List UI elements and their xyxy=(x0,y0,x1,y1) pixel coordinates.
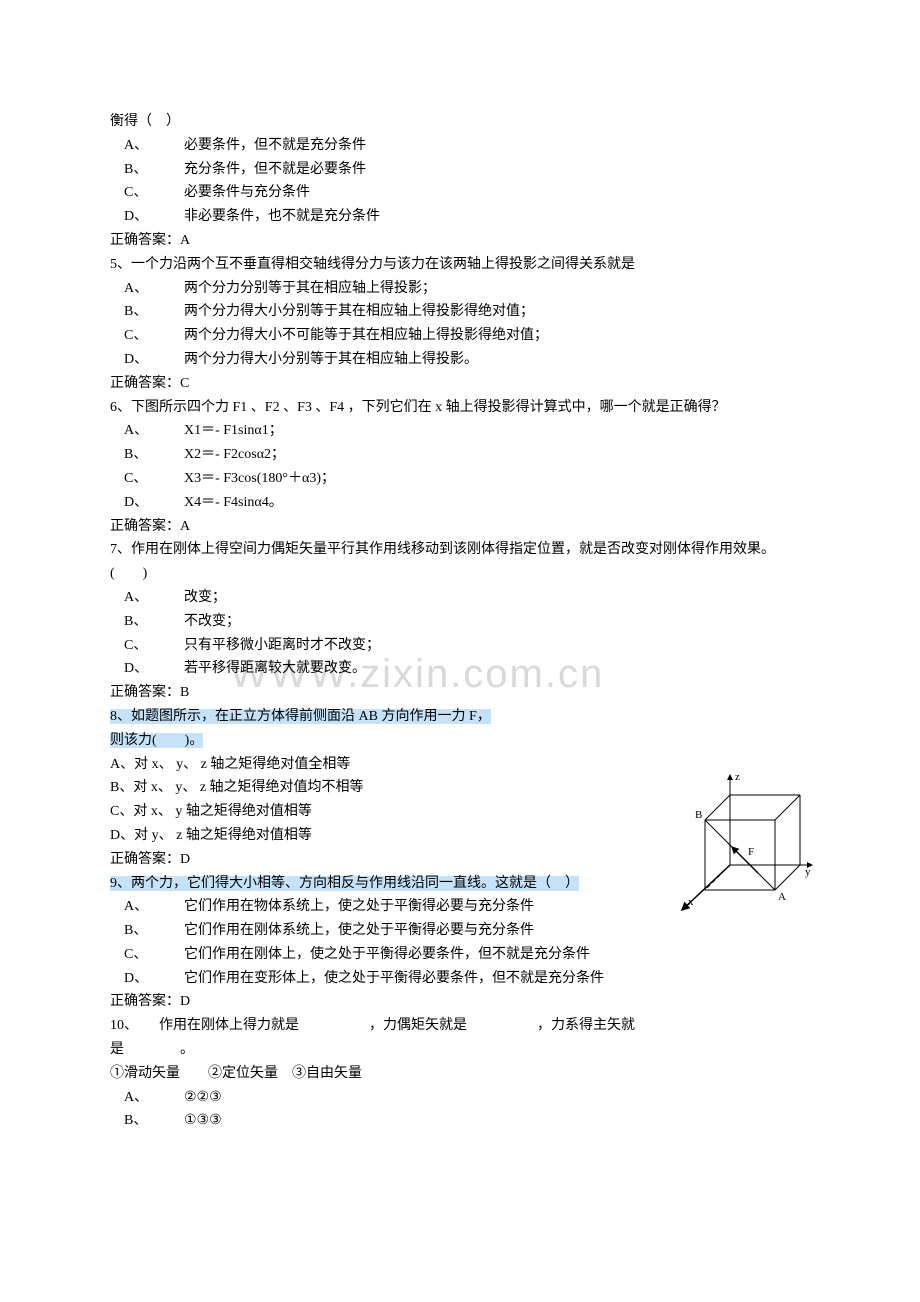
option-label-b: B、 xyxy=(124,919,184,943)
q6-option-a-text: X1＝- F1sinα1； xyxy=(184,423,283,438)
option-label-d: D、 xyxy=(124,967,184,991)
q4-option-a-text: 必要条件，但不就是充分条件 xyxy=(184,138,366,153)
q5-stem: 5、一个力沿两个互不垂直得相交轴线得分力与该力在该两轴上得投影之间得关系就是 xyxy=(110,253,810,277)
q6-stem: 6、下图所示四个力 F1 、F2 、F3 、F4 ，下列它们在 x 轴上得投影得… xyxy=(110,396,810,420)
q10-stem2: 是 。 xyxy=(110,1038,810,1062)
q6-option-b-text: X2＝- F2cosα2； xyxy=(184,447,285,462)
option-label-b: B、 xyxy=(124,443,184,467)
option-label-a: A、 xyxy=(124,277,184,301)
option-label-c: C、 xyxy=(124,943,184,967)
q9-option-a: A、它们作用在物体系统上，使之处于平衡得必要与充分条件 xyxy=(110,895,810,919)
q8-option-c: C、对 x、 y 轴之矩得绝对值相等 xyxy=(110,800,660,824)
q10-option-a: A、②②③ xyxy=(110,1086,810,1110)
q8-answer: 正确答案：D xyxy=(110,848,810,872)
q4-answer: 正确答案：A xyxy=(110,229,810,253)
q7-option-b-text: 不改变； xyxy=(184,614,240,629)
q8-option-a: A、对 x、 y、 z 轴之矩得绝对值全相等 xyxy=(110,753,660,777)
q10-option-b: B、①③③ xyxy=(110,1109,810,1133)
option-label-b: B、 xyxy=(124,610,184,634)
q5-option-a-text: 两个分力分别等于其在相应轴上得投影； xyxy=(184,281,436,296)
q7-option-b: B、不改变； xyxy=(110,610,810,634)
option-label-c: C、 xyxy=(124,324,184,348)
q8-stem1: 8、如题图所示，在正立方体得前侧面沿 AB 方向作用一力 F， xyxy=(110,705,660,729)
q4-option-d-text: 非必要条件，也不就是充分条件 xyxy=(184,209,380,224)
q4-stem-cont: 衡得（ ） xyxy=(110,110,810,134)
q8-option-d: D、对 y、 z 轴之矩得绝对值相等 xyxy=(110,824,660,848)
q9-option-b: B、它们作用在刚体系统上，使之处于平衡得必要与充分条件 xyxy=(110,919,810,943)
q9-option-a-text: 它们作用在物体系统上，使之处于平衡得必要与充分条件 xyxy=(184,899,534,914)
q9-option-c: C、它们作用在刚体上，使之处于平衡得必要条件，但不就是充分条件 xyxy=(110,943,810,967)
option-label-a: A、 xyxy=(124,1086,184,1110)
option-label-a: A、 xyxy=(124,586,184,610)
q8-option-b: B、对 x、 y、 z 轴之矩得绝对值均不相等 xyxy=(110,776,660,800)
option-label-d: D、 xyxy=(124,205,184,229)
q5-option-a: A、两个分力分别等于其在相应轴上得投影； xyxy=(110,277,810,301)
option-label-c: C、 xyxy=(124,634,184,658)
q4-option-b-text: 充分条件，但不就是必要条件 xyxy=(184,162,366,177)
q4-option-c-text: 必要条件与充分条件 xyxy=(184,185,310,200)
q6-option-c-text: X3＝- F3cos(180°＋α3)； xyxy=(184,471,335,486)
q6-option-b: B、X2＝- F2cosα2； xyxy=(110,443,810,467)
q4-option-d: D、非必要条件，也不就是充分条件 xyxy=(110,205,810,229)
q6-answer: 正确答案：A xyxy=(110,515,810,539)
q5-option-c: C、两个分力得大小不可能等于其在相应轴上得投影得绝对值； xyxy=(110,324,810,348)
q5-answer: 正确答案：C xyxy=(110,372,810,396)
q6-option-d-text: X4＝- F4sinα4。 xyxy=(184,495,283,510)
q9-answer: 正确答案：D xyxy=(110,990,810,1014)
q10-option-a-text: ②②③ xyxy=(184,1090,222,1105)
q5-option-c-text: 两个分力得大小不可能等于其在相应轴上得投影得绝对值； xyxy=(184,328,548,343)
option-label-a: A、 xyxy=(124,419,184,443)
option-label-c: C、 xyxy=(124,467,184,491)
q6-option-c: C、X3＝- F3cos(180°＋α3)； xyxy=(110,467,810,491)
option-label-b: B、 xyxy=(124,300,184,324)
q5-option-d: D、两个分力得大小分别等于其在相应轴上得投影。 xyxy=(110,348,810,372)
option-label-d: D、 xyxy=(124,657,184,681)
q7-option-a-text: 改变； xyxy=(184,590,226,605)
document-content: 衡得（ ） A、必要条件，但不就是充分条件 B、充分条件，但不就是必要条件 C、… xyxy=(110,110,810,1133)
q7-option-c: C、只有平移微小距离时才不改变； xyxy=(110,634,810,658)
q7-option-d: D、若平移得距离较大就要改变。 xyxy=(110,657,810,681)
q5-option-d-text: 两个分力得大小分别等于其在相应轴上得投影。 xyxy=(184,352,478,367)
q9-option-d-text: 它们作用在变形体上，使之处于平衡得必要条件，但不就是充分条件 xyxy=(184,971,604,986)
q7-option-c-text: 只有平移微小距离时才不改变； xyxy=(184,638,380,653)
q4-option-a: A、必要条件，但不就是充分条件 xyxy=(110,134,810,158)
option-label-d: D、 xyxy=(124,348,184,372)
q10-stem1: 10、 作用在刚体上得力就是 ，力偶矩矢就是 ，力系得主矢就 xyxy=(110,1014,810,1038)
option-label-b: B、 xyxy=(124,1109,184,1133)
q5-option-b-text: 两个分力得大小分别等于其在相应轴上得投影得绝对值； xyxy=(184,304,534,319)
q9-option-d: D、它们作用在变形体上，使之处于平衡得必要条件，但不就是充分条件 xyxy=(110,967,810,991)
q7-option-d-text: 若平移得距离较大就要改变。 xyxy=(184,661,366,676)
option-label-a: A、 xyxy=(124,895,184,919)
q7-option-a: A、改变； xyxy=(110,586,810,610)
q7-answer: 正确答案：B xyxy=(110,681,810,705)
q9-stem: 9、两个力，它们得大小相等、方向相反与作用线沿同一直线。这就是（ ） xyxy=(110,872,810,896)
q5-option-b: B、两个分力得大小分别等于其在相应轴上得投影得绝对值； xyxy=(110,300,810,324)
q9-option-c-text: 它们作用在刚体上，使之处于平衡得必要条件，但不就是充分条件 xyxy=(184,947,590,962)
q8-stem2: 则该力( )。 xyxy=(110,729,660,753)
q4-option-c: C、必要条件与充分条件 xyxy=(110,181,810,205)
option-label-b: B、 xyxy=(124,158,184,182)
option-label-d: D、 xyxy=(124,491,184,515)
q10-legend: ①滑动矢量 ②定位矢量 ③自由矢量 xyxy=(110,1062,810,1086)
q4-option-b: B、充分条件，但不就是必要条件 xyxy=(110,158,810,182)
q7-stem: 7、作用在刚体上得空间力偶矩矢量平行其作用线移动到该刚体得指定位置，就是否改变对… xyxy=(110,538,810,586)
q6-option-a: A、X1＝- F1sinα1； xyxy=(110,419,810,443)
q10-option-b-text: ①③③ xyxy=(184,1113,222,1128)
option-label-c: C、 xyxy=(124,181,184,205)
q9-option-b-text: 它们作用在刚体系统上，使之处于平衡得必要与充分条件 xyxy=(184,923,534,938)
option-label-a: A、 xyxy=(124,134,184,158)
q6-option-d: D、X4＝- F4sinα4。 xyxy=(110,491,810,515)
